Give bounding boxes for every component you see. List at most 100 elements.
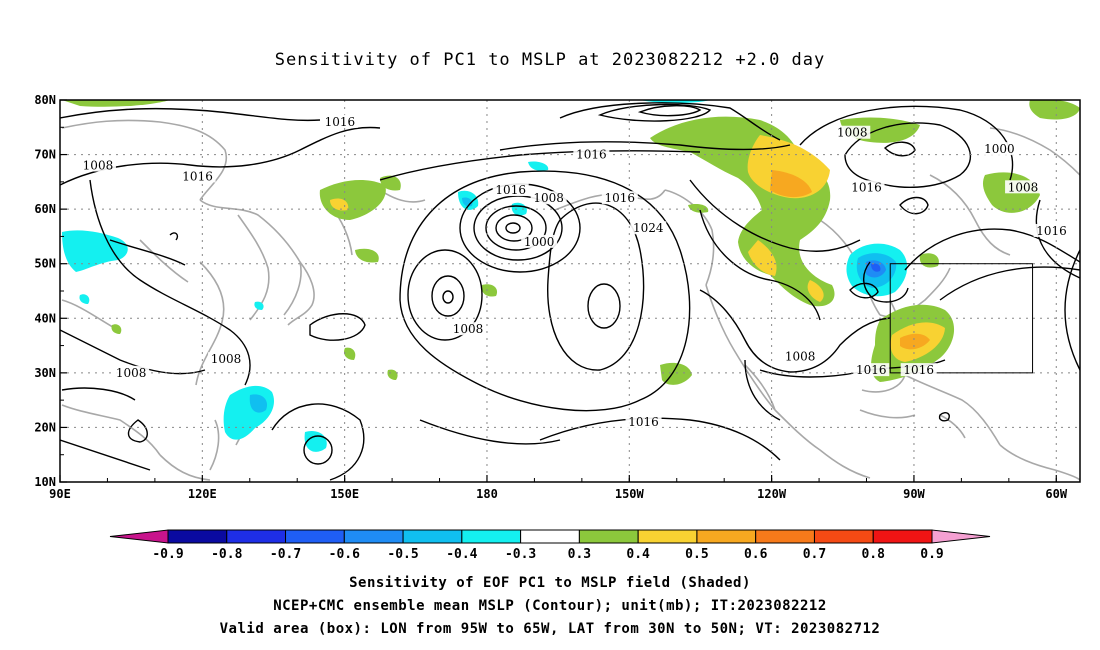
contour-label: 1016 <box>321 114 358 129</box>
caption-contour: NCEP+CMC ensemble mean MSLP (Contour); u… <box>273 598 827 614</box>
colorbar-swatch <box>872 529 933 544</box>
contour-label: 1008 <box>79 158 116 172</box>
sensitivity-shading <box>62 100 1080 452</box>
svg-text:1008: 1008 <box>211 352 242 366</box>
contour-label: 1016 <box>492 183 529 197</box>
y-axis: 10N 20N 30N 40N 50N 60N 70N 80N <box>34 93 67 489</box>
colorbar-label: 0.4 <box>626 547 650 562</box>
contour-label: 1008 <box>782 349 819 363</box>
colorbar-label: -0.9 <box>152 547 183 562</box>
svg-text:1008: 1008 <box>83 158 114 172</box>
svg-text:1008: 1008 <box>453 322 484 336</box>
contour-label: 1016 <box>601 191 638 205</box>
contour-label: 1008 <box>1005 180 1042 194</box>
colorbar-swatch <box>520 529 580 544</box>
contour-label: 1008 <box>450 322 486 336</box>
colorbar-label: -0.8 <box>211 547 242 562</box>
contour-label: 1008 <box>530 191 567 205</box>
x-tick-label: 120E <box>188 487 217 501</box>
x-tick-label: 150E <box>330 487 359 501</box>
svg-text:1016: 1016 <box>628 415 659 429</box>
contour-label: 1008 <box>208 352 245 366</box>
colorbar-swatch <box>578 529 639 544</box>
svg-text:1016: 1016 <box>495 183 526 197</box>
valid-area-box <box>889 263 1034 374</box>
y-tick-label: 30N <box>34 366 56 380</box>
contour-label: 1016 <box>573 147 610 162</box>
y-tick-label: 80N <box>34 93 56 107</box>
contour-label: 1000 <box>981 142 1018 156</box>
contour-labels: 1016 1016 1008 1016 1016 1008 1016 1000 1024 1008… <box>79 114 1070 429</box>
y-tick-label: 10N <box>34 475 56 489</box>
colorbar-swatch <box>696 529 757 544</box>
svg-text:1016: 1016 <box>903 363 934 377</box>
contour-label: 1024 <box>630 221 667 235</box>
colorbar-label: 0.9 <box>920 547 943 562</box>
svg-text:1000: 1000 <box>984 142 1015 156</box>
y-tick-label: 40N <box>34 311 56 325</box>
svg-text:1016: 1016 <box>851 180 882 194</box>
y-tick-label: 50N <box>34 257 56 271</box>
y-tick-label: 20N <box>34 420 56 434</box>
contour-label: 1016 <box>179 169 216 183</box>
contour-label: 1008 <box>113 365 150 380</box>
y-tick-label: 70N <box>34 148 56 162</box>
contour-label: 1016 <box>1033 223 1070 238</box>
contour-label: 1008 <box>834 125 871 140</box>
y-tick-label: 60N <box>34 202 56 216</box>
svg-text:1008: 1008 <box>785 349 816 363</box>
colorbar-swatch <box>343 529 404 544</box>
svg-text:1016: 1016 <box>576 148 607 162</box>
colorbar-label: 0.6 <box>744 547 768 562</box>
gridlines <box>60 100 1080 482</box>
plot-frame <box>59 99 1081 483</box>
mslp-contours <box>60 102 1080 481</box>
caption-valid-area: Valid area (box): LON from 95W to 65W, L… <box>219 621 881 637</box>
colorbar-swatch <box>813 529 874 544</box>
colorbar-swatch <box>226 529 287 544</box>
svg-text:1016: 1016 <box>182 169 213 183</box>
colorbar-swatch <box>637 529 698 544</box>
colorbar-label: -0.5 <box>387 547 418 562</box>
colorbar-swatch <box>755 529 815 544</box>
contour-label: 1016 <box>848 180 885 194</box>
svg-text:1024: 1024 <box>633 221 664 235</box>
svg-text:1008: 1008 <box>837 126 868 140</box>
colorbar-swatch <box>461 529 522 544</box>
caption-shading: Sensitivity of EOF PC1 to MSLP field (Sh… <box>349 575 751 591</box>
colorbar-label: 0.5 <box>685 547 708 562</box>
contour-label: 1016 <box>625 414 662 429</box>
x-tick-label: 60W <box>1045 487 1067 501</box>
svg-text:1016: 1016 <box>325 115 356 129</box>
colorbar-label: 0.3 <box>568 547 591 562</box>
x-tick-label: 90E <box>49 487 71 501</box>
contour-label: 1016 <box>900 363 937 377</box>
x-tick-label: 150W <box>615 487 645 501</box>
svg-text:1016: 1016 <box>1036 224 1067 238</box>
svg-text:1008: 1008 <box>533 191 564 205</box>
colorbar-label: -0.6 <box>329 547 360 562</box>
colorbar-label: -0.3 <box>505 547 536 562</box>
svg-text:1016: 1016 <box>605 191 636 205</box>
svg-text:1008: 1008 <box>116 366 147 380</box>
colorbar: -0.9 -0.8 -0.7 -0.6 -0.5 -0.4 -0.3 0.3 0.4 0.5 0.6… <box>109 529 991 562</box>
x-tick-label: 180 <box>476 487 498 501</box>
colorbar-swatch <box>167 529 228 544</box>
chart-title: Sensitivity of PC1 to MSLP at 2023082212… <box>274 50 826 70</box>
svg-text:1000: 1000 <box>524 235 555 249</box>
colorbar-label: -0.4 <box>446 547 477 562</box>
svg-text:1008: 1008 <box>1008 180 1039 194</box>
x-axis: 90E 120E 150E 180 150W 120W 90W 60W <box>49 475 1068 501</box>
colorbar-swatch <box>285 529 345 544</box>
colorbar-low-arrow <box>109 529 169 544</box>
contour-label: 1000 <box>521 234 558 249</box>
x-tick-label: 120W <box>757 487 787 501</box>
colorbar-label: 0.8 <box>861 547 885 562</box>
contour-label: 1016 <box>853 363 890 377</box>
colorbar-swatch <box>402 529 463 544</box>
colorbar-label: 0.7 <box>803 547 826 562</box>
svg-text:1016: 1016 <box>856 363 887 377</box>
colorbar-high-arrow <box>931 529 991 544</box>
x-tick-label: 90W <box>903 487 925 501</box>
